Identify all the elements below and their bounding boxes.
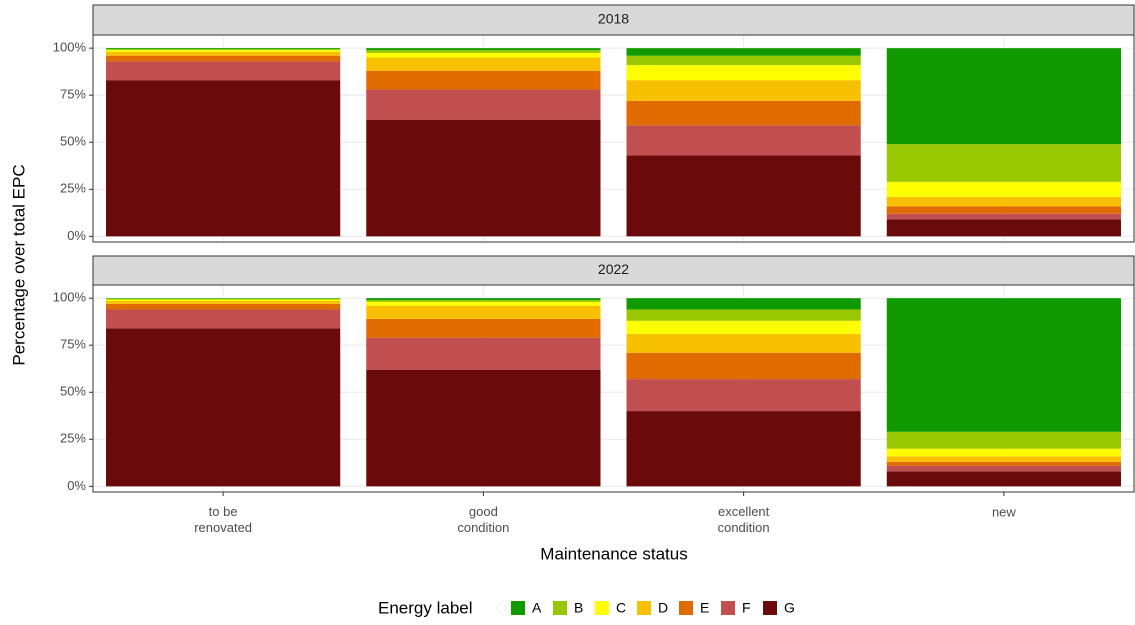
legend-key [637,601,651,615]
bar-segment [886,219,1121,237]
bar-segment [106,328,341,487]
bar-segment [886,144,1121,182]
bar-segment [626,155,861,237]
strip-label: 2018 [598,11,629,27]
y-tick-label: 0% [67,478,86,493]
strip [92,255,1135,286]
y-tick-label: 50% [60,384,86,399]
bar-segment [106,299,341,301]
bar-segment [626,80,861,101]
bar-segment [106,55,341,62]
bar-segment [106,49,341,51]
bar-segment [366,57,601,71]
panel-border [92,284,1135,493]
bar-segment [626,352,861,380]
y-tick-label: 100% [53,290,87,305]
bar-segment [366,301,601,306]
bar-segment [366,119,601,237]
legend-label: E [700,600,709,616]
bar-segment [106,303,341,310]
bar-segment [106,309,341,329]
bar-segment [366,300,601,302]
bar-segment [366,305,601,319]
bar-segment [106,61,341,81]
bar-segment [886,181,1121,197]
bar-segment [886,298,1121,432]
bar-segment [626,55,861,66]
bar-segment [626,48,861,56]
bar-segment [886,196,1121,207]
bar-segment [106,50,341,52]
bar-segment [886,448,1121,457]
bar-segment [886,213,1121,220]
legend-title: Energy label [378,598,473,617]
bar-segment [886,48,1121,145]
panel-border [92,34,1135,243]
legend-key [511,601,525,615]
strip [92,4,1135,36]
bar-segment [626,125,861,156]
y-tick-label: 50% [60,134,86,149]
bar-segment [626,379,861,412]
bar-segment [106,298,341,299]
y-tick-label: 25% [60,431,86,446]
bar-segment [366,337,601,370]
legend-label: D [658,600,668,616]
strip-label: 2022 [598,261,629,277]
legend-label: B [574,600,583,616]
bar-segment [886,471,1121,487]
bar-segment [886,456,1121,462]
bar-segment [626,100,861,126]
bar-segment [886,206,1121,214]
bar-segment [886,431,1121,449]
bar-segment [366,52,601,58]
bar-segment [886,461,1121,466]
bar-segment [106,51,341,56]
legend-key [595,601,609,615]
bar-segment [626,320,861,334]
bar-segment [626,298,861,310]
legend-key [721,601,735,615]
legend-key [553,601,567,615]
y-axis-label: Percentage over total EPC [9,164,28,365]
legend-label: G [784,600,795,616]
bar-segment [626,411,861,487]
bar-segment [886,465,1121,472]
bar-segment [366,89,601,120]
legend-label: C [616,600,626,616]
bar-segment [366,50,601,53]
bar-segment [106,80,341,237]
x-tick-label: excellent condition [718,504,770,535]
bar-segment [366,318,601,338]
y-tick-label: 25% [60,181,86,196]
x-tick-label: good condition [457,504,509,535]
legend-key [679,601,693,615]
x-tick-label: to be renovated [194,504,252,535]
y-tick-label: 100% [53,40,87,55]
bar-segment [366,48,601,51]
bar-segment [366,298,601,301]
y-tick-label: 75% [60,87,86,102]
x-tick-label: new [992,504,1016,519]
bar-segment [626,65,861,81]
legend-label: F [742,600,751,616]
bar-segment [366,70,601,90]
bar-segment [366,369,601,487]
legend-label: A [532,600,542,616]
bar-segment [106,48,341,50]
x-axis-label: Maintenance status [540,544,687,563]
bar-segment [106,300,341,304]
bar-segment [626,333,861,353]
bar-segment [626,309,861,321]
y-tick-label: 75% [60,337,86,352]
bar-segment [106,298,341,300]
legend-key [763,601,777,615]
y-tick-label: 0% [67,228,86,243]
